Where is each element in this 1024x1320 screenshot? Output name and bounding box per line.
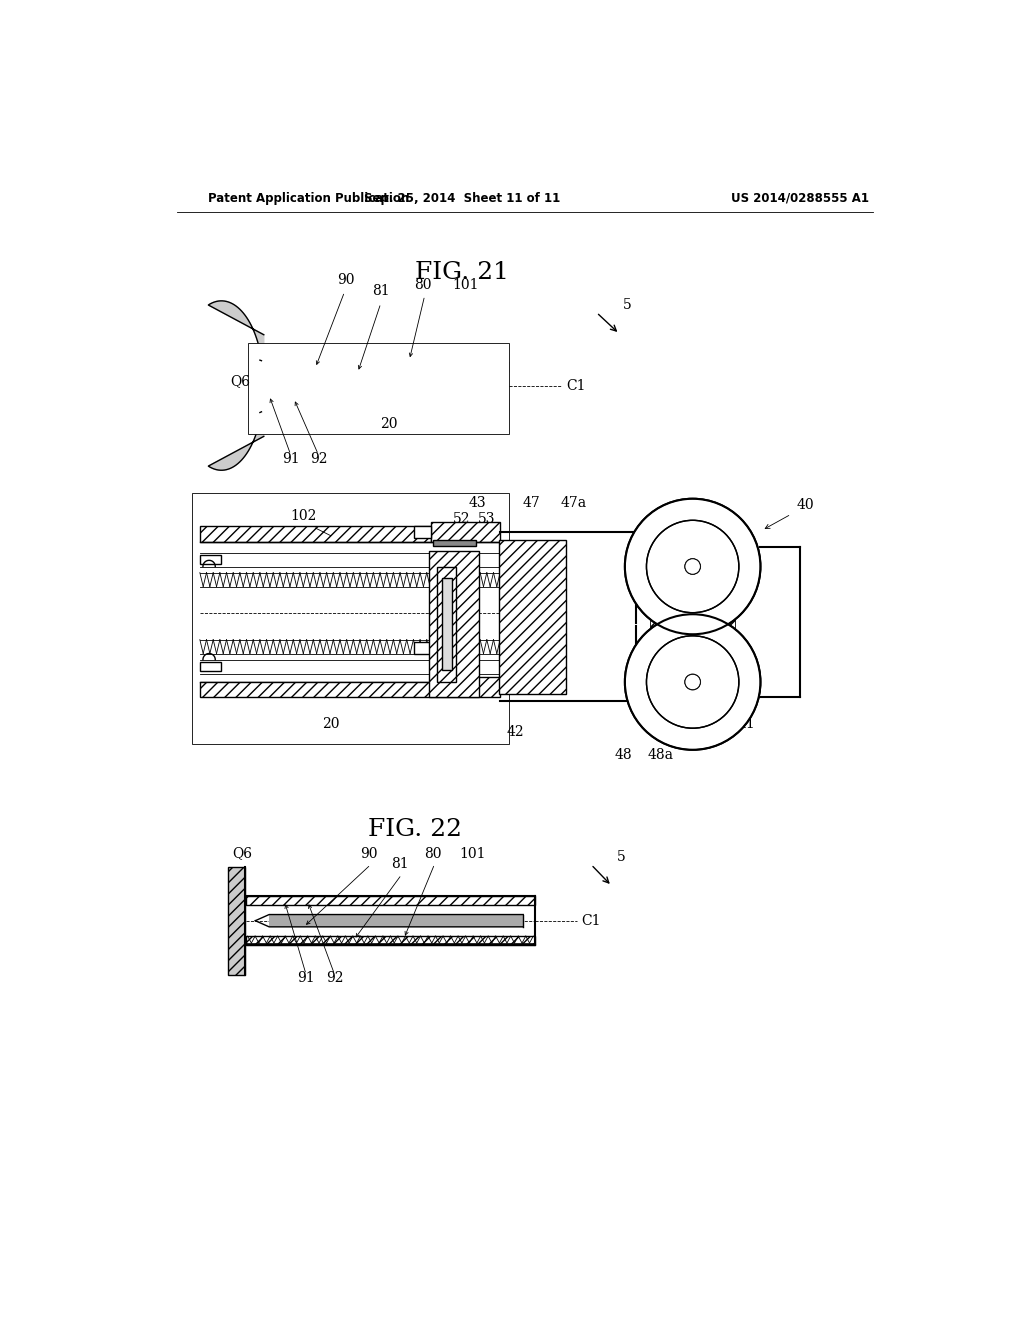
Bar [431,677,500,697]
Bar [499,540,566,693]
Bar [193,494,509,743]
Circle shape [685,558,700,574]
Text: 40: 40 [797,498,814,512]
Text: 52: 52 [453,512,470,525]
Bar [650,524,735,725]
Text: 81: 81 [391,857,409,871]
Bar [200,554,221,564]
Bar [431,521,500,543]
Circle shape [685,558,700,574]
Text: C1: C1 [566,379,586,393]
Text: 81: 81 [372,285,389,298]
Text: Patent Application Publication: Patent Application Publication [208,191,409,205]
Text: 41: 41 [737,717,756,731]
Text: 80: 80 [415,279,432,292]
Circle shape [625,499,761,635]
Bar [441,578,453,671]
Bar [414,642,431,653]
Bar [414,527,431,539]
Text: 101: 101 [453,279,479,292]
Text: Q6: Q6 [232,846,252,861]
Bar [433,540,475,545]
Text: 90: 90 [338,273,355,286]
Bar [246,936,535,945]
Text: 5: 5 [624,298,632,313]
Text: C1: C1 [581,915,600,928]
Text: Q6: Q6 [230,375,250,388]
Text: 47: 47 [522,496,540,511]
Text: FIG. 21: FIG. 21 [415,261,509,284]
Circle shape [646,520,739,612]
Text: 48: 48 [614,748,632,762]
Text: 102: 102 [291,510,317,523]
Text: 20: 20 [322,717,340,731]
Text: 20: 20 [380,417,397,430]
Text: 53: 53 [477,512,495,525]
Bar [261,363,508,372]
Text: 47a: 47a [560,496,587,511]
Text: 42: 42 [507,725,524,739]
Circle shape [625,614,761,750]
Text: US 2014/0288555 A1: US 2014/0288555 A1 [731,191,869,205]
Text: 48a: 48a [648,748,674,762]
Bar [269,915,523,927]
Text: 5: 5 [617,850,626,863]
Text: 91: 91 [297,972,315,985]
Text: 80: 80 [424,846,442,861]
Circle shape [646,636,739,729]
Bar [246,896,535,906]
Circle shape [626,499,760,634]
Bar [248,343,509,434]
Circle shape [685,675,700,689]
Text: 90: 90 [360,846,378,861]
Bar [437,566,457,682]
Circle shape [685,675,700,689]
Text: 91: 91 [282,451,300,466]
Bar [200,682,431,697]
Polygon shape [208,301,264,470]
Text: 92: 92 [309,451,328,466]
Text: 43: 43 [468,496,485,511]
Bar [261,400,508,409]
Bar [429,552,479,697]
Text: 101: 101 [460,846,485,861]
Bar [200,663,221,671]
Bar [200,527,431,541]
Circle shape [626,615,760,748]
Text: FIG. 22: FIG. 22 [369,818,463,841]
Bar [227,867,245,974]
Text: 92: 92 [326,972,343,985]
Text: Sep. 25, 2014  Sheet 11 of 11: Sep. 25, 2014 Sheet 11 of 11 [364,191,560,205]
